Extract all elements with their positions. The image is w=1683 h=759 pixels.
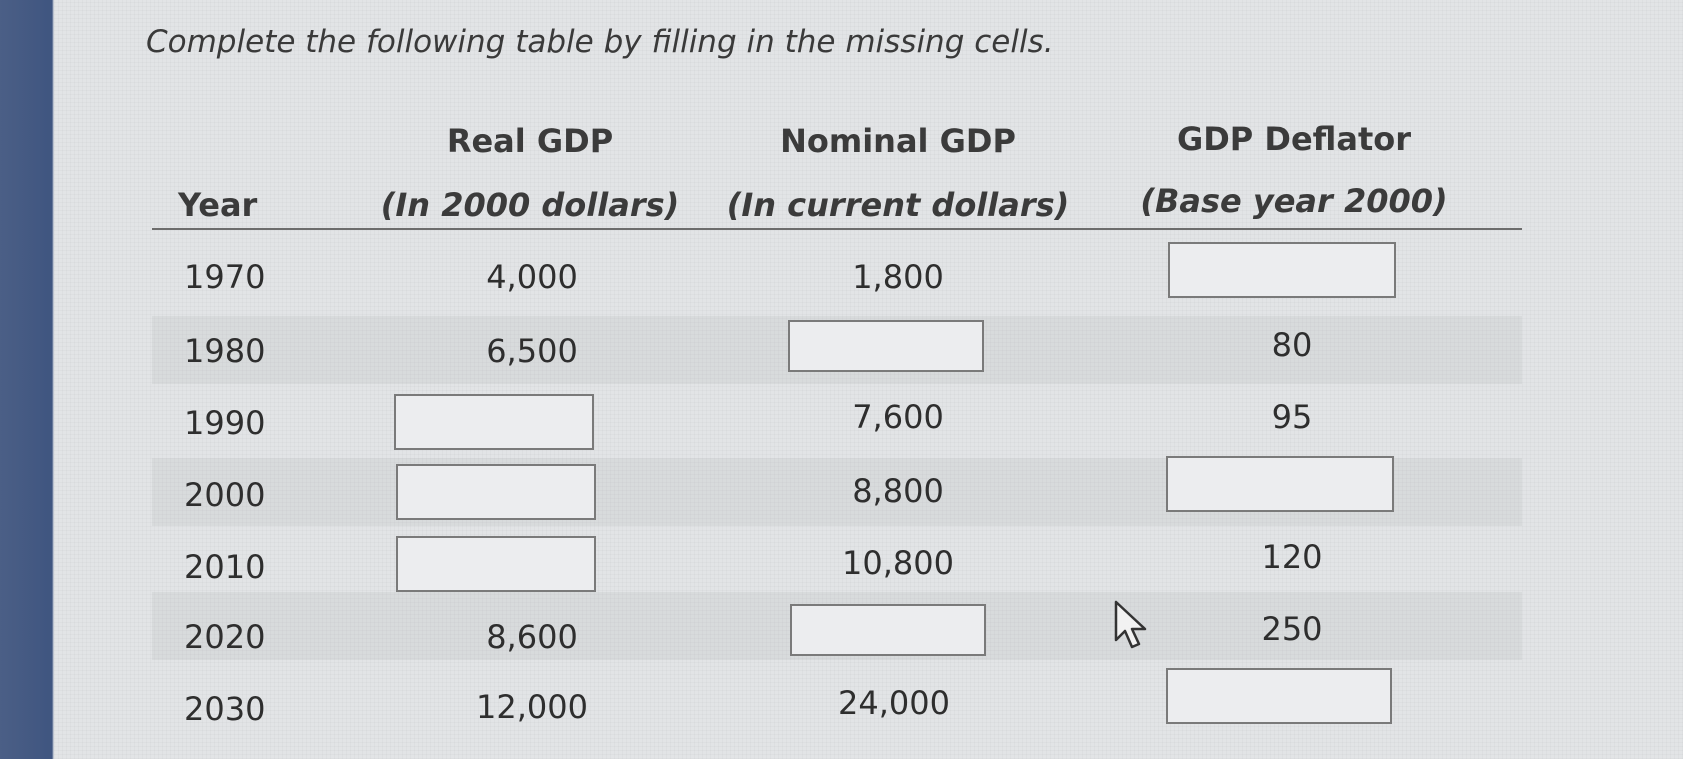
header-year: Year bbox=[178, 186, 258, 224]
year-cell: 2010 bbox=[184, 548, 266, 586]
deflator-cell: 250 bbox=[1261, 610, 1323, 648]
question-panel: Complete the following table by filling … bbox=[54, 0, 1683, 759]
year-cell: 1970 bbox=[184, 258, 266, 296]
nominal-gdp-input-1980[interactable] bbox=[788, 320, 984, 372]
header-real-gdp: Real GDP bbox=[446, 122, 614, 160]
question-instruction: Complete the following table by filling … bbox=[146, 24, 1054, 60]
deflator-input-2000[interactable] bbox=[1166, 456, 1394, 512]
nominal-gdp-cell: 7,600 bbox=[852, 398, 944, 436]
nominal-gdp-cell: 1,800 bbox=[852, 258, 944, 296]
nominal-gdp-cell: 10,800 bbox=[842, 544, 954, 582]
deflator-cell: 120 bbox=[1261, 538, 1323, 576]
nominal-gdp-cell: 8,800 bbox=[852, 472, 944, 510]
deflator-input-1970[interactable] bbox=[1168, 242, 1396, 298]
nominal-gdp-cell: 24,000 bbox=[838, 684, 950, 722]
real-gdp-cell: 6,500 bbox=[486, 332, 578, 370]
deflator-cell: 95 bbox=[1271, 398, 1313, 436]
real-gdp-cell: 8,600 bbox=[486, 618, 578, 656]
nominal-gdp-input-2020[interactable] bbox=[790, 604, 986, 656]
header-nominal-gdp: Nominal GDP bbox=[780, 122, 1016, 160]
real-gdp-input-1990[interactable] bbox=[394, 394, 594, 450]
real-gdp-cell: 4,000 bbox=[486, 258, 578, 296]
header-nominal-gdp-unit: (In current dollars) bbox=[726, 186, 1070, 224]
real-gdp-cell: 12,000 bbox=[476, 688, 588, 726]
real-gdp-input-2000[interactable] bbox=[396, 464, 596, 520]
mouse-pointer-icon bbox=[1114, 600, 1147, 649]
header-real-gdp-unit: (In 2000 dollars) bbox=[380, 186, 680, 224]
year-cell: 2030 bbox=[184, 690, 266, 728]
deflator-input-2030[interactable] bbox=[1166, 668, 1392, 724]
header-divider bbox=[152, 228, 1522, 230]
year-cell: 2000 bbox=[184, 476, 266, 514]
real-gdp-input-2010[interactable] bbox=[396, 536, 596, 592]
header-gdp-deflator: GDP Deflator bbox=[1176, 120, 1412, 158]
header-gdp-deflator-unit: (Base year 2000) bbox=[1140, 182, 1448, 220]
year-cell: 1990 bbox=[184, 404, 266, 442]
deflator-cell: 80 bbox=[1271, 326, 1313, 364]
year-cell: 2020 bbox=[184, 618, 266, 656]
year-cell: 1980 bbox=[184, 332, 266, 370]
